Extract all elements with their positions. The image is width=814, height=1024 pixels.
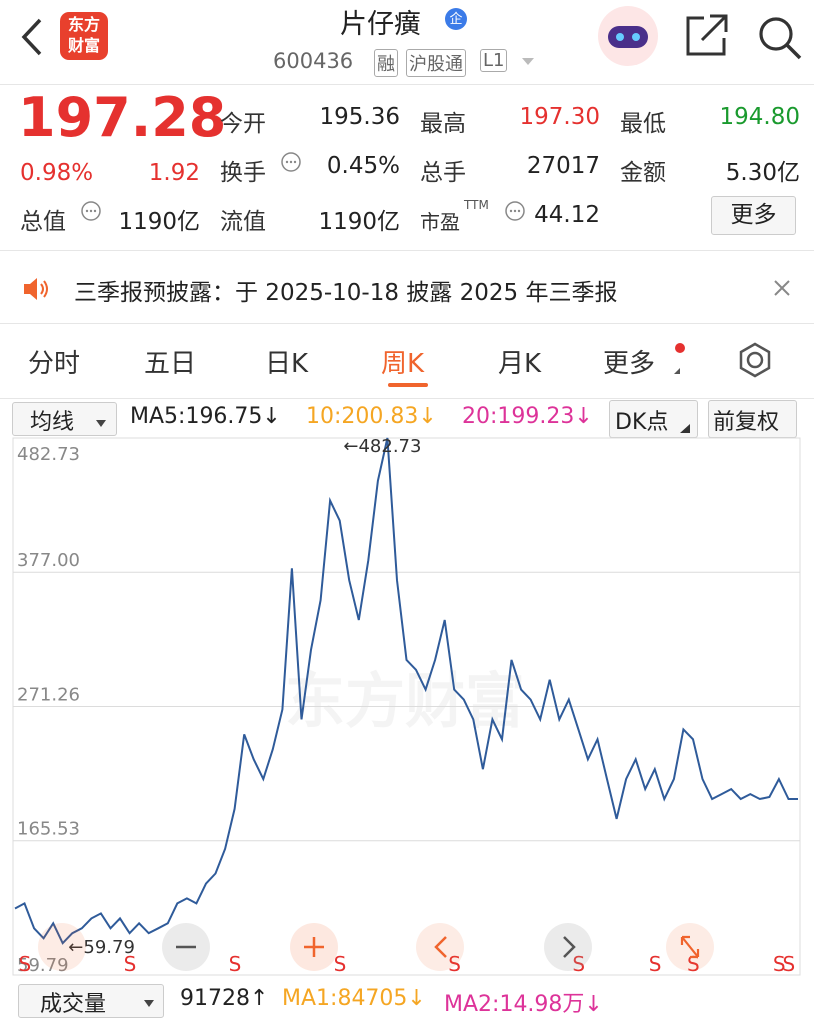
field-value: 194.80 <box>719 104 800 130</box>
sell-signal: S <box>572 952 585 976</box>
divider <box>0 398 814 399</box>
logo: 东方 财富 <box>60 14 108 56</box>
field-label: 换手 <box>220 160 266 186</box>
price-line <box>14 437 798 945</box>
y-tick-label: 59.79 <box>17 955 69 976</box>
field-value: 1190亿 <box>118 209 200 235</box>
tab[interactable]: 更多 <box>603 349 656 379</box>
tag: 融 <box>374 49 398 77</box>
annotation: ←59.79 <box>68 937 135 958</box>
tab-active[interactable]: 周K <box>381 349 425 379</box>
tag: L1 <box>480 49 508 72</box>
price: 197.28 <box>18 86 227 149</box>
logo-bg <box>60 12 108 60</box>
field-value: 5.30亿 <box>725 160 800 186</box>
ma20: 20:199.23↓ <box>462 404 593 429</box>
divider <box>0 250 814 251</box>
logo-line: 财富 <box>67 36 100 55</box>
sell-signal: S <box>19 952 32 976</box>
dropdown-icon[interactable] <box>522 58 534 65</box>
tag: 沪股通 <box>406 49 466 77</box>
ma-selector-text: 均线 <box>30 410 75 435</box>
annotation: ←482.73 <box>343 437 421 457</box>
move-left[interactable] <box>416 923 464 971</box>
chart-controls <box>38 923 714 971</box>
badge-bg <box>445 8 467 30</box>
field-label: 最低 <box>620 111 666 137</box>
tab[interactable]: 月K <box>498 349 542 379</box>
field-value: 195.36 <box>319 104 400 130</box>
field-value: 197.30 <box>519 104 600 130</box>
back-icon[interactable] <box>21 18 42 56</box>
speaker-icon <box>24 278 48 300</box>
tab-underline <box>388 383 428 387</box>
info-icon[interactable] <box>504 200 526 222</box>
tab[interactable]: 分时 <box>28 349 81 379</box>
stock-name: 片仔癀 <box>340 9 421 40</box>
close-icon[interactable] <box>772 278 792 298</box>
search-icon[interactable] <box>759 17 793 51</box>
field-value: 1190亿 <box>318 209 400 235</box>
sell-signal: S <box>773 952 786 976</box>
stock-code: 600436 <box>273 49 354 73</box>
field-label: 总手 <box>420 160 466 186</box>
dk-text: DK点 <box>615 410 669 435</box>
y-tick-label: 165.53 <box>17 819 80 840</box>
badge: 企 <box>449 12 463 27</box>
tab[interactable]: 日K <box>265 349 309 379</box>
field-label: 今开 <box>220 111 266 137</box>
ma5: MA5:196.75↓ <box>130 404 281 429</box>
ma-selector[interactable] <box>12 402 117 436</box>
volume-ma1: MA1:84705↓ <box>282 986 426 1011</box>
divider <box>0 323 814 324</box>
info-icon[interactable] <box>80 200 102 222</box>
y-tick-label: 377.00 <box>17 550 80 571</box>
adjust-text: 前复权 <box>713 410 780 435</box>
jump-start[interactable] <box>38 923 86 971</box>
tab-icons <box>674 342 771 378</box>
y-tick-label: 271.26 <box>17 685 80 706</box>
sell-signal: S <box>124 952 137 976</box>
sell-signal: S <box>334 952 347 976</box>
volume-selector[interactable] <box>18 984 164 1018</box>
more-button[interactable]: 更多 <box>711 196 796 235</box>
move-right[interactable] <box>544 923 592 971</box>
field-label: 金额 <box>620 160 666 186</box>
info-icon[interactable] <box>280 151 302 173</box>
share-icon[interactable] <box>686 14 728 56</box>
divider <box>0 84 814 85</box>
sell-signal: S <box>229 952 242 976</box>
field-sup: TTM <box>464 198 489 212</box>
sell-signal: S <box>782 952 795 976</box>
sell-signal: S <box>649 952 662 976</box>
volume: 91728↑ <box>180 986 269 1011</box>
volume-ma2: MA2:14.98万↓ <box>444 992 603 1017</box>
logo-line: 东方 <box>67 15 100 34</box>
field-value: 0.45% <box>326 153 400 179</box>
settings-icon[interactable] <box>746 351 764 369</box>
field-value: 27017 <box>526 153 600 179</box>
change: 1.92 <box>148 160 200 186</box>
field-label: 总值 <box>20 209 66 235</box>
header-icons <box>21 6 802 66</box>
change-pct: 0.98% <box>20 160 94 186</box>
sell-signal: S <box>448 952 461 976</box>
field-label: 市盈 <box>420 210 460 234</box>
field-label: 流值 <box>220 209 266 235</box>
notice-text[interactable]: 三季报预披露：于 2025-10-18 披露 2025 年三季报 <box>74 280 618 306</box>
tab[interactable]: 五日 <box>144 349 197 379</box>
volume-selector-text: 成交量 <box>40 992 107 1017</box>
y-tick-label: 482.73 <box>17 444 80 465</box>
field-label: 最高 <box>420 111 466 137</box>
field-value: 44.12 <box>534 202 600 228</box>
ma10: 10:200.83↓ <box>306 404 437 429</box>
